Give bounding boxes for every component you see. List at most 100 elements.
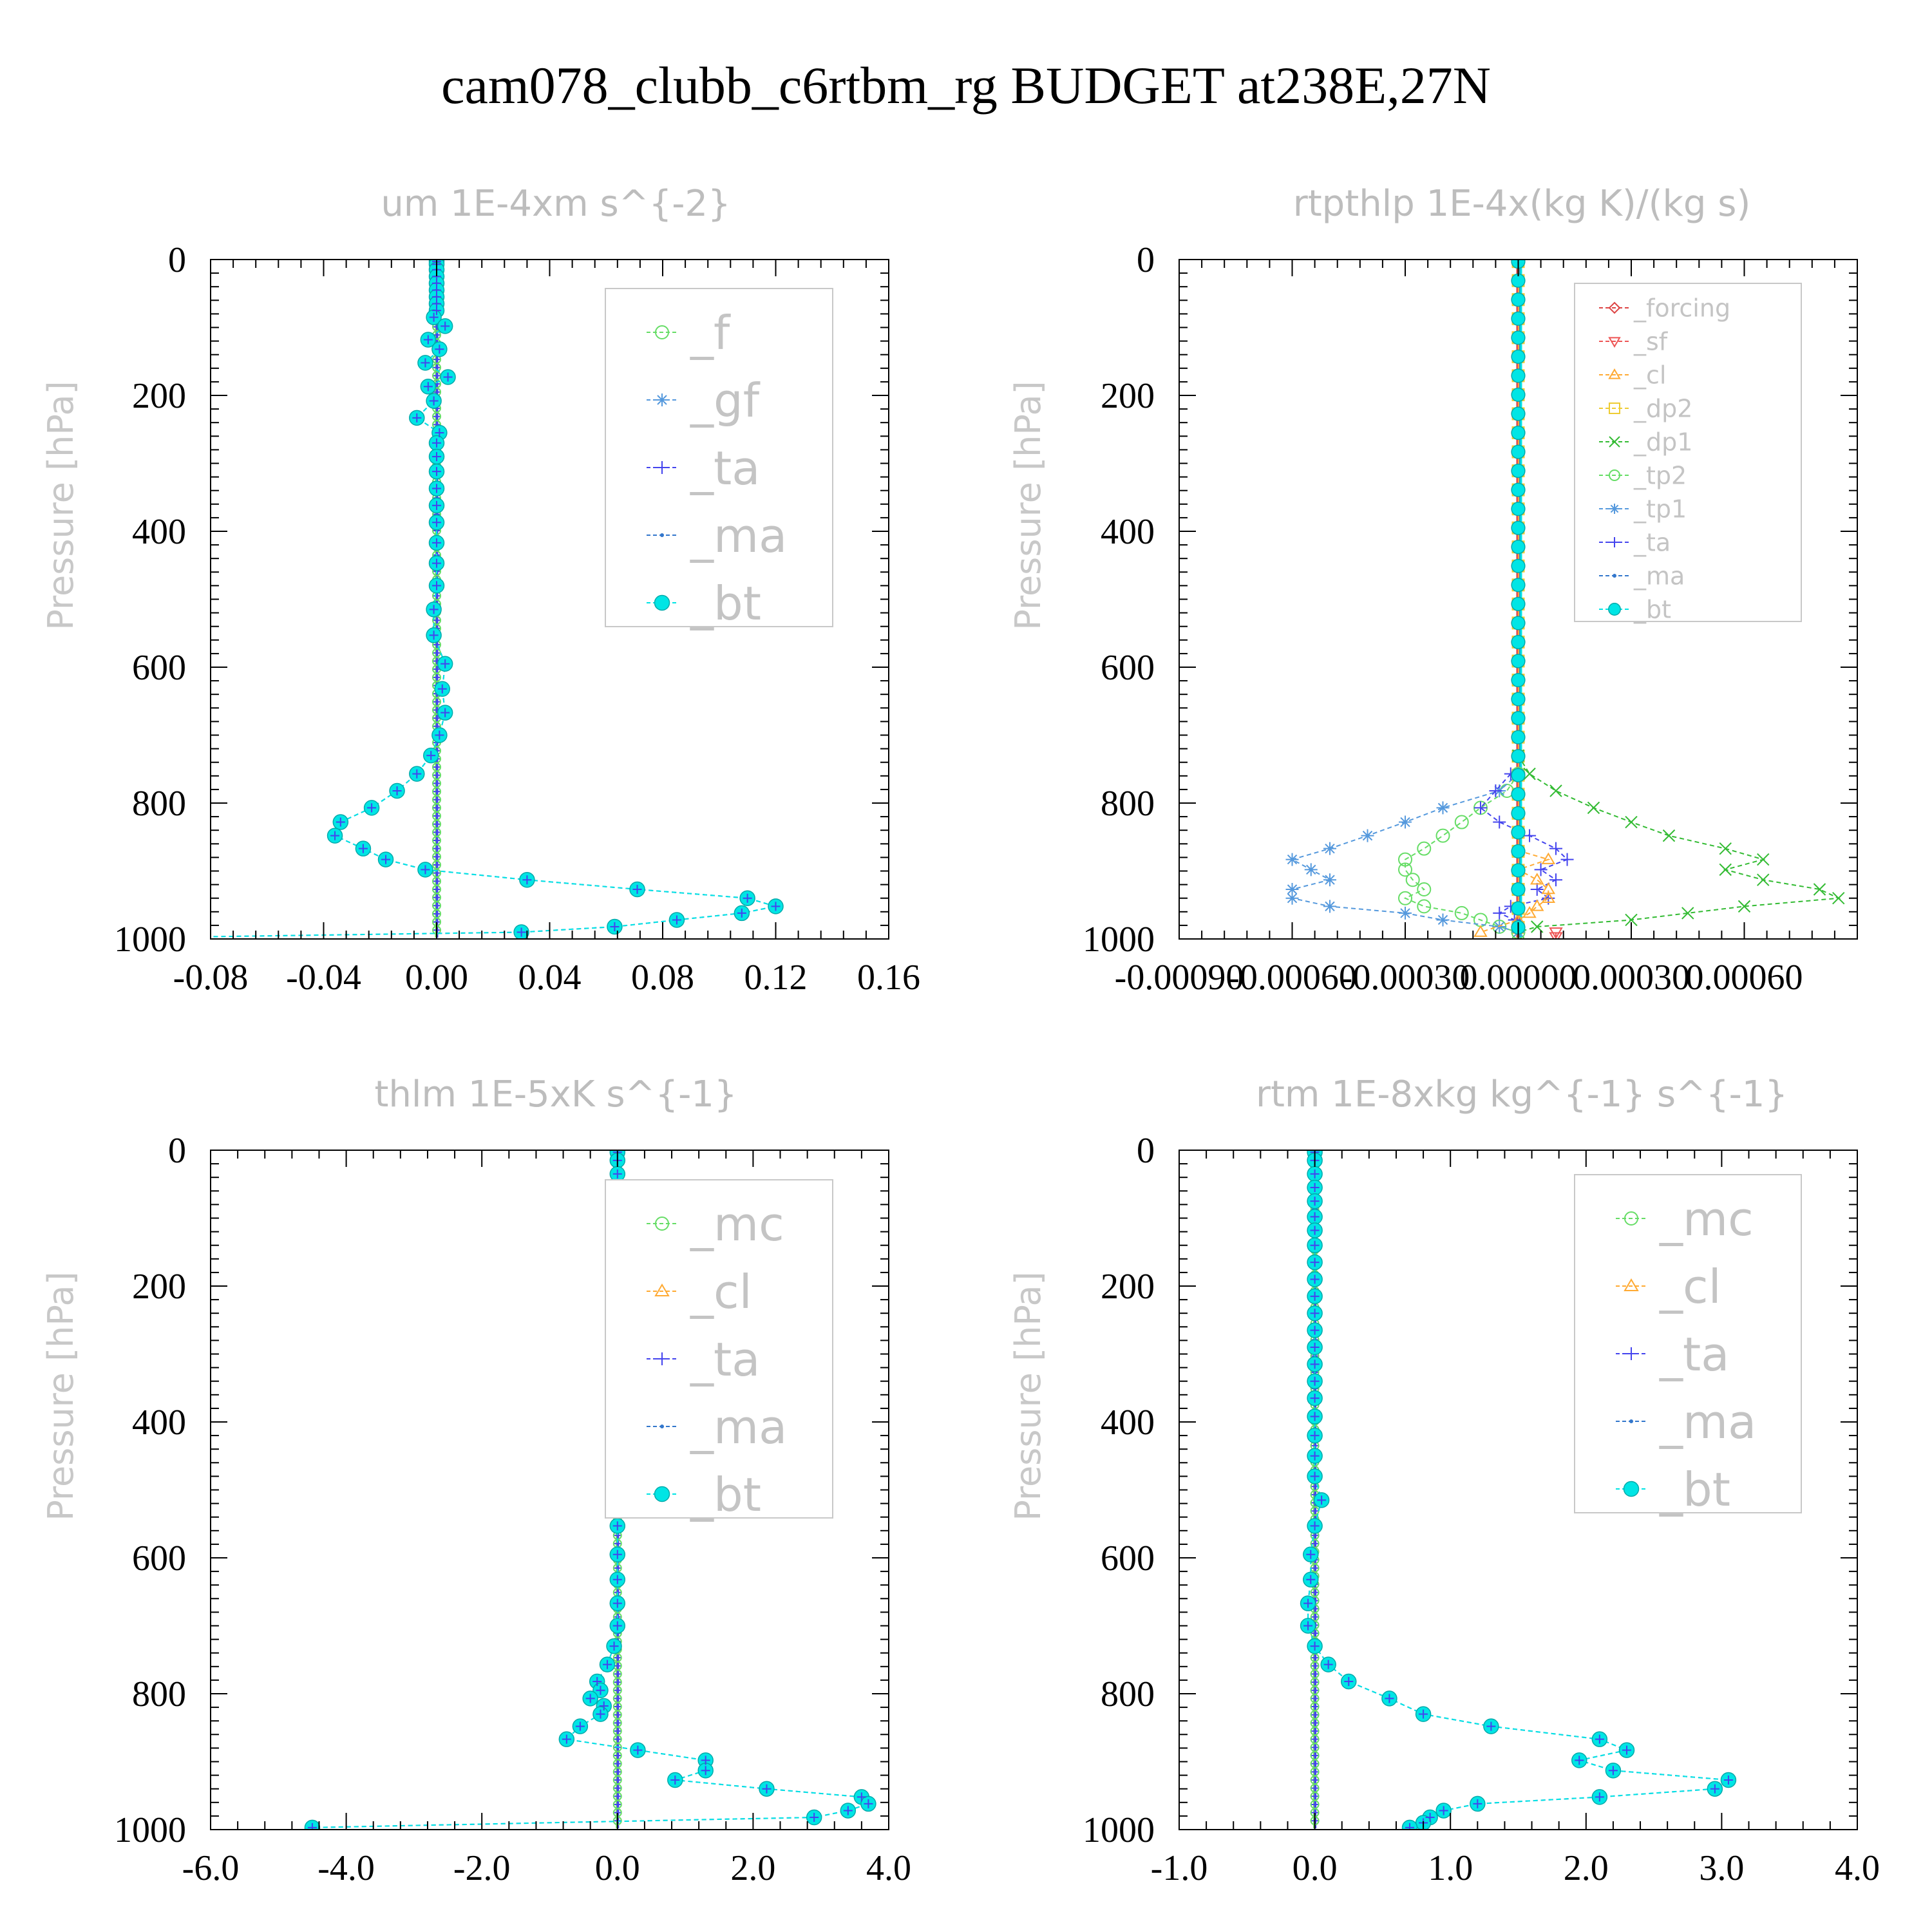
data-point-ta [1311, 1589, 1318, 1596]
data-point-ta [1549, 842, 1562, 855]
data-point-ta [864, 1799, 873, 1808]
panel-title: rtm 1E-8xkg kg^{-1} s^{-1} [1256, 1074, 1788, 1115]
data-point-ta [440, 659, 450, 668]
panel-thlm: thlm 1E-5xK s^{-1} Pressure [hPa] 0 200 40… [41, 1074, 911, 1888]
x-tick-label: -0.00090 [1115, 958, 1244, 998]
x-tick-label: 0.0 [595, 1848, 640, 1888]
data-point-ta [603, 1660, 612, 1669]
legend-entry: _cl [1659, 1260, 1721, 1314]
data-point-bt [1511, 634, 1526, 650]
data-point-ta [701, 1756, 710, 1765]
data-point-dp1 [1549, 784, 1562, 797]
legend-box [1574, 283, 1802, 622]
data-point-ta [433, 804, 440, 811]
data-point-ta [432, 306, 441, 316]
data-point-ta [1311, 1654, 1318, 1662]
legend-entry: _sf [1633, 328, 1669, 356]
data-point-ta [1311, 1752, 1318, 1759]
data-point-ta [612, 1549, 622, 1559]
data-point-bt [1511, 349, 1526, 364]
data-point-bt [1511, 444, 1526, 459]
data-point-ta [1311, 1785, 1318, 1792]
data-point-cl [1541, 852, 1556, 864]
legend-entry: _gf [690, 374, 761, 428]
y-tick-label: 600 [1101, 648, 1155, 688]
data-point-ta [426, 751, 436, 761]
y-tick-label: 800 [1101, 1674, 1155, 1714]
legend-entry: _forcing [1633, 294, 1730, 323]
x-tick-label: 2.0 [1564, 1848, 1609, 1888]
data-point-ta [1310, 1521, 1320, 1531]
data-point-ta [412, 413, 422, 422]
data-point-ta [433, 894, 440, 901]
data-point-ta [614, 1671, 621, 1678]
data-point-ta [843, 1806, 853, 1815]
data-point-ta [1310, 1291, 1320, 1301]
legend-entry: _ta [690, 1332, 760, 1387]
data-point-ta [1311, 1695, 1318, 1702]
data-point-tp1 [1399, 906, 1412, 920]
data-point-ta [330, 831, 340, 840]
data-point-ta [433, 829, 440, 836]
data-point-bt [1511, 825, 1526, 840]
data-point-bt [1511, 520, 1526, 535]
data-point-ta [1608, 1766, 1618, 1776]
x-tick-label: 0.0 [1293, 1848, 1338, 1888]
legend-entry: _ma [1633, 562, 1685, 591]
panel-title: rtpthlp 1E-4x(kg K)/(kg s) [1293, 183, 1751, 225]
data-point-ta [592, 1677, 602, 1687]
data-point-cl [1522, 905, 1537, 918]
x-tick-label: -6.0 [182, 1848, 240, 1888]
data-point-ta [612, 1521, 622, 1531]
data-point-bt [1511, 692, 1526, 706]
legend-entry: _cl [1633, 361, 1666, 390]
data-point-ta [610, 922, 620, 932]
data-point-bt [1511, 863, 1526, 878]
data-point-ta [421, 865, 430, 875]
data-point-ta [1385, 1694, 1394, 1703]
x-tick-label: -0.00030 [1341, 958, 1470, 998]
data-point-ta [1310, 1325, 1320, 1335]
legend-marker-cl [654, 1283, 670, 1296]
x-tick-label: 1.0 [1428, 1848, 1473, 1888]
data-point-ta [1534, 863, 1548, 876]
data-point-ta [1622, 1745, 1631, 1755]
data-point-ta [423, 382, 433, 392]
data-point-bt [1511, 749, 1526, 764]
panel-rtpthlp: rtpthlp 1E-4x(kg K)/(kg s) Pressure [hPa… [1008, 183, 1858, 998]
data-point-ta [433, 674, 440, 681]
data-point-ta [192, 933, 201, 942]
data-point-ta [614, 1662, 621, 1669]
data-point-ta [443, 372, 453, 382]
data-point-dp1 [1813, 883, 1826, 896]
data-point-ta [435, 428, 444, 438]
y-tick-label: 1000 [1083, 920, 1155, 960]
data-point-ta [432, 558, 441, 568]
data-point-ta [433, 910, 440, 917]
legend-marker-ma [1613, 574, 1616, 578]
data-point-ta [433, 356, 440, 363]
data-point-ta [1311, 1687, 1318, 1694]
data-point-ta [1310, 1197, 1320, 1206]
legend-marker-mc [655, 1217, 669, 1231]
data-point-tp1 [1285, 891, 1299, 905]
data-point-ta [599, 1701, 609, 1710]
data-point-tp1 [1323, 842, 1336, 855]
data-point-tp2 [1454, 905, 1469, 920]
data-point-ta [1310, 1183, 1320, 1193]
data-point-ta [1310, 1359, 1320, 1369]
data-point-ta [1595, 1792, 1604, 1802]
data-point-ta [614, 1752, 621, 1759]
data-point-tp1 [1436, 913, 1450, 927]
data-point-ta [392, 786, 402, 796]
data-point-bt [1511, 806, 1526, 820]
series-line-tp1 [1290, 773, 1519, 933]
data-point-ta [433, 796, 440, 803]
legend-marker-dp1 [1609, 436, 1620, 448]
legend-entry: _dp2 [1633, 395, 1692, 423]
legend-entry: _bt [690, 1468, 761, 1522]
legend-entry: _ma [1659, 1395, 1756, 1449]
plot-area [192, 260, 784, 942]
x-tick-label: 0.16 [857, 958, 920, 998]
data-point-ta [432, 500, 441, 510]
